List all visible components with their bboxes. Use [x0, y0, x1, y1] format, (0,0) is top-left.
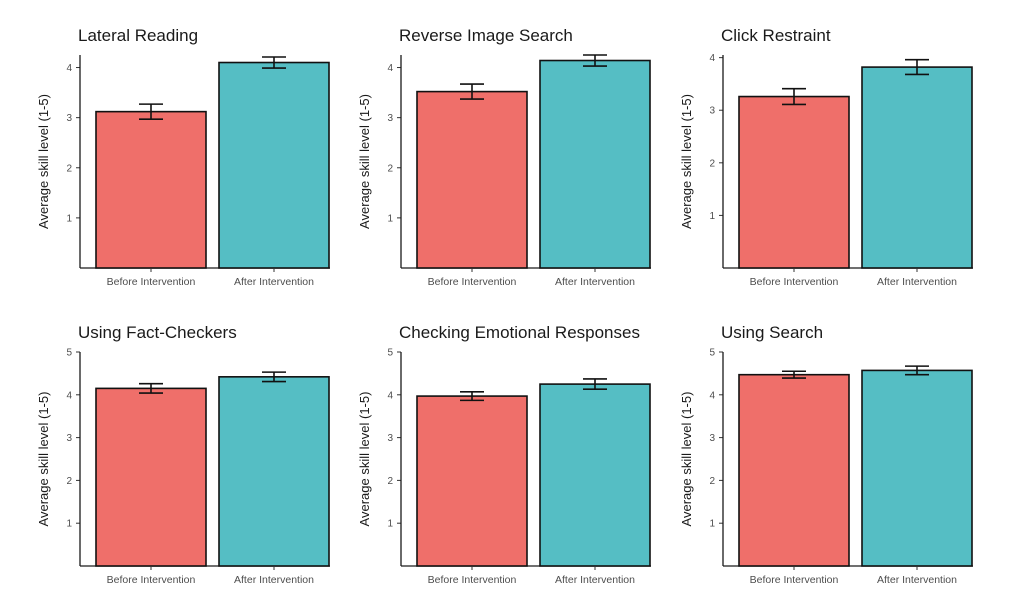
x-tick-label: Before Intervention: [428, 276, 517, 288]
x-tick-label: After Intervention: [555, 276, 635, 288]
bar-after-intervention: [539, 383, 651, 567]
y-tick-label: 1: [387, 519, 393, 530]
bar-before-intervention: [416, 90, 528, 269]
error-bar: [583, 54, 607, 67]
chart-panel-3: Click Restraint Average skill level (1-5)…: [679, 26, 973, 288]
y-tick-label: 5: [709, 348, 715, 359]
chart-title: Reverse Image Search: [399, 26, 573, 45]
chart-panel-2: Reverse Image Search Average skill level …: [357, 26, 651, 288]
bar-after-intervention: [861, 66, 973, 269]
chart-title: Using Fact-Checkers: [78, 323, 237, 342]
error-bar: [460, 83, 484, 100]
bar-after-intervention: [539, 59, 651, 269]
y-tick-label: 3: [66, 113, 72, 124]
chart-panel-1: Lateral Reading Average skill level (1-5)…: [36, 26, 330, 288]
y-tick-label: 2: [66, 163, 72, 174]
y-tick-label: 4: [66, 390, 72, 401]
error-bar: [460, 391, 484, 402]
x-tick-label: After Intervention: [877, 574, 957, 586]
y-tick-label: 3: [709, 106, 715, 117]
y-tick-label: 2: [387, 476, 393, 487]
error-bar: [782, 87, 806, 106]
y-tick-label: 3: [387, 433, 393, 444]
y-axis-label: Average skill level (1-5): [36, 392, 51, 527]
y-axis-label: Average skill level (1-5): [357, 94, 372, 229]
error-bar: [905, 365, 929, 376]
bar-before-intervention: [416, 395, 528, 567]
error-bar: [782, 370, 806, 379]
bar-before-intervention: [95, 110, 207, 269]
y-tick-label: 3: [709, 433, 715, 444]
x-tick-label: Before Intervention: [750, 276, 839, 288]
error-bar: [583, 378, 607, 391]
y-axis-label: Average skill level (1-5): [36, 94, 51, 229]
error-bar: [262, 371, 286, 383]
y-tick-label: 4: [387, 63, 393, 74]
y-tick-label: 1: [709, 519, 715, 530]
chart-panel-6: Using Search Average skill level (1-5) 1 2 3…: [679, 323, 973, 586]
x-tick-label: After Intervention: [877, 276, 957, 288]
x-tick-label: Before Intervention: [750, 574, 839, 586]
y-tick-label: 2: [709, 158, 715, 169]
error-bar: [139, 382, 163, 394]
x-tick-label: After Intervention: [234, 574, 314, 586]
bar-before-intervention: [738, 95, 850, 269]
chart-title: Lateral Reading: [78, 26, 198, 45]
y-tick-label: 2: [66, 476, 72, 487]
error-bar: [139, 103, 163, 120]
y-axis-label: Average skill level (1-5): [679, 392, 694, 527]
y-tick-label: 1: [709, 211, 715, 222]
y-tick-label: 2: [387, 163, 393, 174]
y-tick-label: 4: [387, 390, 393, 401]
y-tick-label: 4: [709, 53, 715, 64]
chart-title: Checking Emotional Responses: [399, 323, 640, 342]
chart-title: Click Restraint: [721, 26, 831, 45]
chart-panel-4: Using Fact-Checkers Average skill level (…: [36, 323, 330, 586]
x-tick-label: Before Intervention: [107, 276, 196, 288]
error-bar: [262, 56, 286, 69]
y-tick-label: 1: [66, 519, 72, 530]
bar-before-intervention: [95, 387, 207, 567]
chart-panel-5: Checking Emotional Responses Average skil…: [357, 323, 651, 586]
y-tick-label: 2: [709, 476, 715, 487]
y-tick-label: 5: [387, 348, 393, 359]
y-tick-label: 5: [66, 348, 72, 359]
y-axis-label: Average skill level (1-5): [357, 392, 372, 527]
bar-before-intervention: [738, 373, 850, 567]
chart-title: Using Search: [721, 323, 823, 342]
y-tick-label: 4: [66, 63, 72, 74]
bar-after-intervention: [218, 61, 330, 269]
x-tick-label: After Intervention: [555, 574, 635, 586]
y-tick-label: 3: [66, 433, 72, 444]
x-tick-label: After Intervention: [234, 276, 314, 288]
x-tick-label: Before Intervention: [428, 574, 517, 586]
y-tick-label: 4: [709, 390, 715, 401]
bar-after-intervention: [861, 369, 973, 567]
y-tick-label: 1: [66, 213, 72, 224]
y-tick-label: 3: [387, 113, 393, 124]
y-axis-label: Average skill level (1-5): [679, 94, 694, 229]
x-tick-label: Before Intervention: [107, 574, 196, 586]
bar-after-intervention: [218, 376, 330, 567]
y-tick-label: 1: [387, 213, 393, 224]
error-bar: [905, 58, 929, 76]
